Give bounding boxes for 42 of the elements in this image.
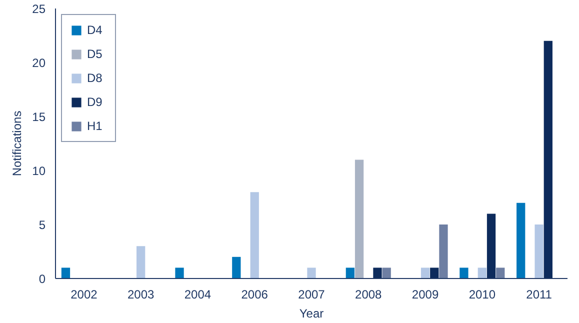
bar — [496, 268, 505, 278]
bar — [373, 268, 382, 278]
x-tick-label: 2009 — [412, 288, 439, 302]
y-tick-label: 20 — [32, 56, 46, 70]
bar — [478, 268, 486, 278]
x-axis-title: Year — [299, 306, 324, 320]
x-tick-label: 2004 — [184, 288, 212, 302]
y-tick-label: 10 — [32, 164, 46, 178]
bar — [486, 214, 496, 278]
bar — [382, 268, 391, 278]
bar — [516, 202, 526, 278]
legend-label: H1 — [87, 119, 104, 133]
bar — [544, 40, 552, 278]
y-tick-label: 25 — [32, 2, 46, 16]
y-tick-label: 15 — [32, 110, 46, 124]
bar — [175, 268, 184, 278]
bar — [61, 268, 70, 278]
legend-label: D8 — [87, 71, 104, 85]
bar — [346, 268, 355, 278]
bar — [250, 192, 259, 278]
x-tick-label: 2008 — [355, 288, 382, 302]
x-tick-label: 2011 — [526, 288, 552, 302]
bar — [307, 268, 316, 278]
legend-label: D9 — [87, 95, 104, 109]
legend-label: D5 — [87, 47, 104, 61]
bar — [534, 224, 544, 278]
y-tick-label: 0 — [38, 272, 46, 286]
x-tick-label: 2003 — [127, 288, 155, 302]
x-tick-label: 2007 — [298, 288, 326, 302]
bar — [136, 246, 146, 278]
bar — [232, 256, 241, 278]
bar — [430, 268, 439, 278]
legend-label: D4 — [87, 23, 104, 37]
y-tick-label: 5 — [38, 218, 46, 232]
bar — [439, 224, 448, 278]
x-tick-label: 2010 — [468, 288, 496, 302]
bar — [354, 160, 364, 278]
bar — [460, 268, 468, 278]
y-axis-title: Notifications — [10, 110, 24, 176]
bar — [420, 268, 430, 278]
x-tick-label: 2006 — [241, 288, 268, 302]
x-tick-label: 2002 — [70, 288, 98, 302]
